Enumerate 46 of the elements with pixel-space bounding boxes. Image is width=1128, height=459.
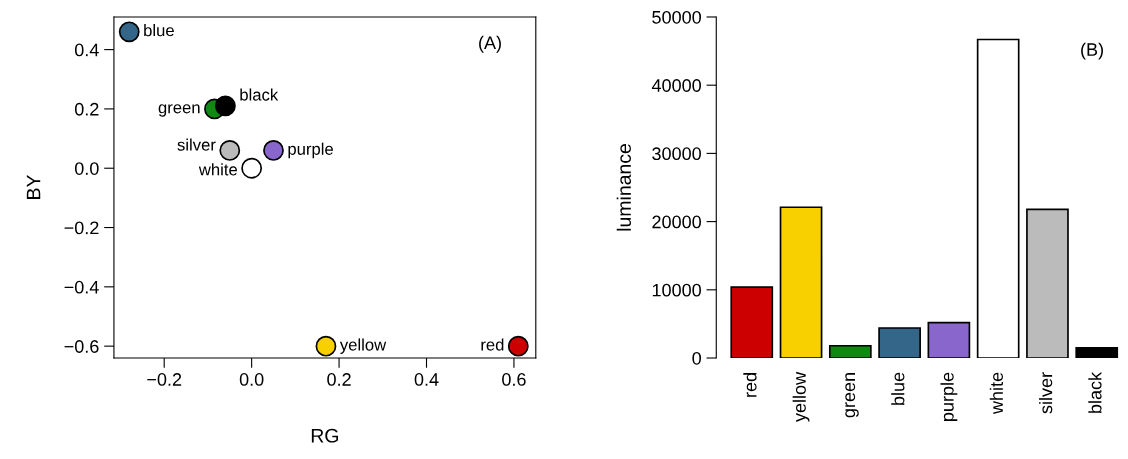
- y-tick-label: 0.0: [74, 162, 99, 175]
- annotation: yellow: [339, 338, 387, 354]
- annotation: blue: [144, 24, 174, 37]
- y-tick-label: 0.2: [74, 102, 99, 116]
- y-tick-label: 0.4: [74, 43, 99, 57]
- annotation: purple: [288, 142, 333, 159]
- x-tick-label: black: [1088, 371, 1102, 413]
- x-tick-label: blue: [891, 372, 905, 405]
- bar: [730, 286, 774, 359]
- x-tick-label: red: [743, 373, 757, 397]
- bar: [976, 38, 1020, 359]
- y-axis-title: luminance: [616, 144, 631, 231]
- x-tick-label: 0.2: [327, 373, 351, 386]
- y-tick-label: 0: [692, 351, 701, 365]
- x-tick-label: −0.2: [147, 373, 182, 386]
- bar: [1026, 208, 1069, 359]
- bar: [828, 344, 872, 359]
- x-tick-label: 0.0: [239, 373, 264, 386]
- annotation: white: [198, 163, 238, 176]
- y-tick-label: 40000: [651, 79, 701, 92]
- x-tick-label: white: [989, 372, 1004, 415]
- bar: [779, 206, 823, 359]
- x-tick-label: yellow: [792, 371, 810, 423]
- bar: [1075, 346, 1119, 359]
- annotation: red: [481, 338, 504, 351]
- annotation: (A): [479, 35, 501, 53]
- annotation: (B): [1081, 42, 1103, 60]
- annotation: silver: [177, 138, 216, 151]
- x-axis-title: RG: [311, 428, 338, 443]
- y-tick-label: 20000: [652, 215, 701, 229]
- bar: [878, 327, 921, 359]
- x-tick-label: silver: [1039, 372, 1053, 414]
- y-axis-title: BY: [26, 174, 41, 199]
- x-tick-label: 0.4: [414, 373, 439, 386]
- y-tick-label: −0.2: [64, 221, 99, 235]
- y-tick-label: −0.6: [64, 340, 99, 353]
- bar: [927, 321, 971, 359]
- y-tick-label: 30000: [652, 147, 701, 161]
- x-tick-label: 0.6: [502, 373, 526, 386]
- y-tick-label: 50000: [652, 10, 701, 24]
- annotation: black: [240, 88, 279, 101]
- x-tick-label: green: [845, 373, 859, 418]
- y-tick-label: 10000: [652, 283, 701, 297]
- x-tick-label: purple: [940, 372, 958, 421]
- y-tick-label: −0.4: [64, 280, 99, 294]
- annotation: green: [158, 104, 200, 117]
